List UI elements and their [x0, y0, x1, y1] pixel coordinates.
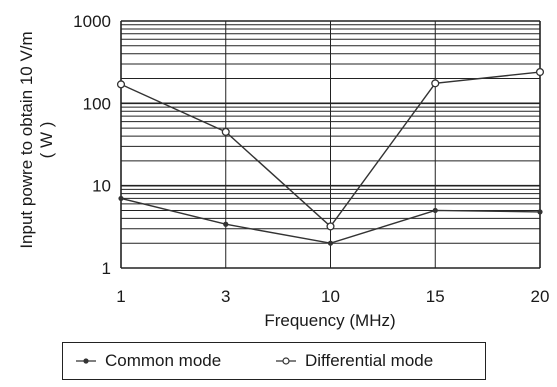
- x-axis-title: Frequency (MHz): [264, 311, 395, 330]
- data-point-common: [432, 207, 438, 214]
- open-circle-marker-icon: [276, 357, 296, 365]
- y-tick-label: 1: [102, 259, 111, 278]
- x-tick-label: 3: [221, 287, 230, 306]
- data-point-common: [223, 221, 229, 227]
- legend-label-differential: Differential mode: [305, 351, 434, 370]
- data-point-common: [537, 209, 543, 215]
- y-tick-label: 1000: [73, 12, 111, 31]
- data-point-differential: [116, 80, 126, 89]
- legend-item-differential: Differential mode: [275, 351, 433, 371]
- dot-marker-icon: [76, 358, 96, 364]
- data-point-common: [327, 240, 334, 246]
- y-tick-label: 10: [92, 177, 111, 196]
- data-point-differential: [431, 79, 440, 88]
- grid: [120, 20, 541, 269]
- legend-label-common: Common mode: [105, 351, 222, 370]
- data-point-differential: [221, 127, 230, 136]
- x-tick-label: 15: [426, 287, 445, 306]
- series-layer: [116, 67, 545, 246]
- y-tick-label: 100: [83, 94, 111, 113]
- y-axis-title-line1: Input powre to obtain 10 V/m: [17, 31, 36, 248]
- tick-labels: 1 10 100 1000 1 3 10 15 20: [73, 12, 549, 306]
- legend: Common mode Differential mode: [62, 342, 486, 380]
- y-axis-title-line2: ( W ): [37, 122, 56, 159]
- x-tick-label: 10: [321, 287, 340, 306]
- legend-item-common: Common mode: [75, 351, 221, 371]
- data-point-common: [118, 195, 124, 202]
- x-tick-label: 1: [116, 287, 125, 306]
- data-point-differential: [535, 67, 545, 77]
- data-point-differential: [326, 222, 335, 231]
- x-tick-label: 20: [531, 287, 550, 306]
